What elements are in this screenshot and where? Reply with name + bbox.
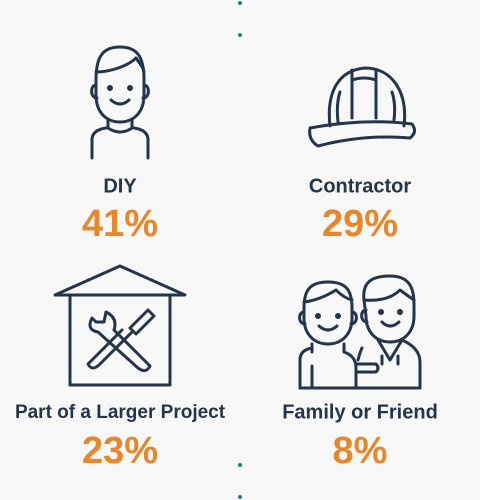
house-tools-icon	[53, 264, 187, 387]
person-icon	[90, 45, 150, 160]
item-label: DIY	[103, 175, 137, 197]
item-label: Family or Friend	[282, 401, 438, 423]
hard-hat-icon	[308, 66, 417, 148]
item-label: Part of a Larger Project	[15, 402, 226, 423]
item-value: 23%	[82, 430, 158, 472]
item-value: 8%	[333, 430, 388, 472]
friends-icon	[298, 274, 422, 390]
item-value: 29%	[322, 203, 398, 245]
item-value: 41%	[82, 203, 158, 245]
item-label: Contractor	[309, 175, 411, 197]
divider	[238, 1, 242, 499]
